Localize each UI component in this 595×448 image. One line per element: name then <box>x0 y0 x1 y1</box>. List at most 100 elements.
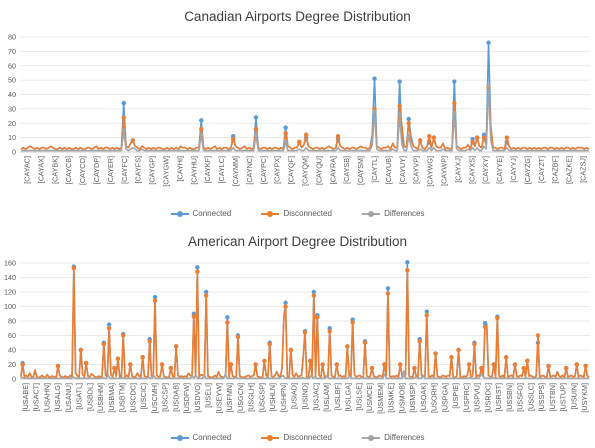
american-series-connected-point <box>152 294 158 300</box>
canadian-series-disconnected-point <box>470 139 475 145</box>
canadian-x-tick-label: [CAYXY] <box>481 156 490 184</box>
canadian-series-disconnected-point <box>406 121 411 126</box>
american-series-connected-point <box>385 286 391 291</box>
american-series-disconnected-point <box>115 356 121 361</box>
american-x-tick-label: [USEYW] <box>214 383 223 413</box>
canadian-series-differences-point <box>397 112 402 117</box>
american-x-tick-label: [USSLC] <box>526 383 535 411</box>
canadian-series-connected-point <box>452 79 457 84</box>
canadian-x-tick-label: [CAYQF] <box>287 156 296 184</box>
legend-swatch-connected <box>170 210 189 217</box>
canadian-series-disconnected-point <box>431 135 437 140</box>
american-x-tick-label: [USBDL] <box>85 383 94 411</box>
american-series-disconnected-point <box>456 347 461 353</box>
american-x-tick-label: [USMCE] <box>365 383 374 413</box>
canadian-series-disconnected-point <box>481 135 487 140</box>
american-series-disconnected-point <box>235 334 241 340</box>
american-series-disconnected-point <box>20 362 25 367</box>
canadian-series-disconnected-point <box>427 133 432 139</box>
canadian-series-disconnected-point <box>121 115 126 120</box>
american-x-tick-label: [USIND] <box>301 383 310 409</box>
american-series-disconnected-point <box>78 347 84 353</box>
canadian-x-tick-label: [CAYBK] <box>50 156 59 184</box>
legend-label-disconnected: Disconnected <box>283 209 332 218</box>
american-series-disconnected-point <box>503 355 509 360</box>
canadian-series-differences-point <box>121 128 126 133</box>
canadian-y-tick-label: 0 <box>12 148 16 157</box>
canadian-x-tick-label: [CAYTL] <box>370 156 379 183</box>
legend-item-disconnected: Disconnected <box>261 433 332 442</box>
american-x-tick-label: [USPRC] <box>462 383 471 412</box>
canadian-y-tick-label: 40 <box>8 90 16 99</box>
canadian-y-tick-label: 60 <box>8 61 16 70</box>
canadian-series-connected-point <box>372 76 377 81</box>
canadian-series-differences-point <box>199 132 204 137</box>
american-x-tick-label: [USPIE] <box>451 383 460 409</box>
canadian-series-differences-point <box>406 133 411 139</box>
canadian-series-disconnected-point <box>335 133 341 139</box>
american-x-tick-label: [USDAB] <box>171 383 180 412</box>
american-x-tick-label: [USCIC] <box>139 383 148 409</box>
american-x-tick-label: [USTUP] <box>559 383 568 411</box>
american-y-tick-label: 20 <box>8 360 16 369</box>
american-series-disconnected-point <box>203 293 209 298</box>
legend-swatch-disconnected <box>261 210 280 217</box>
american-series-disconnected-point <box>521 365 527 371</box>
canadian-series-disconnected-point <box>130 138 136 143</box>
canadian-x-tick-label: [CAYCO] <box>78 156 87 185</box>
american-series-disconnected-point <box>302 330 308 335</box>
american-x-tick-label: [USSBN] <box>505 383 514 412</box>
american-series-connected-point <box>283 300 288 306</box>
american-series-connected-point <box>405 260 410 265</box>
american-series-connected-point <box>311 289 317 295</box>
american-x-tick-label: [USELI] <box>204 383 213 408</box>
canadian-x-tick-label: [CAYRA] <box>328 156 337 184</box>
american-series-disconnected-point <box>583 363 588 369</box>
canadian-x-tick-label: [CAYMM] <box>231 156 240 186</box>
american-series-disconnected-point <box>482 324 488 329</box>
american-series-connected-point <box>203 289 209 295</box>
american-x-tick-label: [USGCN] <box>236 383 245 413</box>
canadian-series-connected-point <box>406 116 411 122</box>
american-x-tick-label: [USLGA] <box>344 383 353 411</box>
american-series-connected-point <box>195 265 200 270</box>
legend-item-connected: Connected <box>170 433 231 442</box>
american-series-disconnected-point <box>121 333 126 338</box>
american-x-tick-label: [USSPS] <box>537 383 546 411</box>
american-series-disconnected-point <box>262 358 267 364</box>
american-series-disconnected-point <box>382 362 387 367</box>
american-x-tick-label: [USMOB] <box>397 383 406 413</box>
canadian-series-connected-point <box>397 79 402 84</box>
american-series-disconnected-point <box>159 362 165 367</box>
american-series-connected-point <box>424 309 429 314</box>
american-series-disconnected-point <box>195 269 200 274</box>
american-x-tick-label: [USDVO] <box>193 383 202 413</box>
canadian-x-tick-label: [CAYPC] <box>259 156 268 184</box>
american-x-tick-label: [USBHM] <box>96 383 105 413</box>
legend-swatch-differences <box>362 210 381 217</box>
american-x-tick-label: [USGLH] <box>247 383 256 412</box>
american-series-disconnected-point <box>412 365 417 371</box>
american-series-disconnected-point <box>71 265 77 271</box>
american-x-tick-label: [USBMA] <box>107 383 116 413</box>
canadian-chart-title: Canadian Airports Degree Distribution <box>184 9 411 24</box>
canadian-series-differences-point <box>452 110 457 116</box>
american-series-disconnected-point <box>101 342 107 347</box>
american-series-disconnected-point <box>267 342 272 347</box>
canadian-series-disconnected-point <box>297 139 302 145</box>
american-series-disconnected-point <box>228 362 234 367</box>
american-series-disconnected-point <box>55 363 61 369</box>
american-y-tick-label: 40 <box>8 346 16 355</box>
canadian-x-tick-label: [CAYLC] <box>217 156 226 183</box>
american-x-tick-label: [USABE] <box>21 383 30 411</box>
american-x-tick-label: [USMSP] <box>408 383 417 413</box>
american-x-tick-label: [USUIN] <box>569 383 578 409</box>
canadian-series-differences-line <box>21 85 589 152</box>
canadian-series-differences-point <box>283 139 288 145</box>
american-series-disconnected-point <box>283 304 288 309</box>
canadian-x-tick-label: [CAYSB] <box>342 156 351 184</box>
american-series-disconnected-point <box>398 362 403 367</box>
legend-swatch-differences <box>362 434 381 441</box>
canadian-x-tick-label: [CAYQU] <box>314 156 323 185</box>
canadian-x-tick-label: [CAYGW] <box>161 156 170 187</box>
